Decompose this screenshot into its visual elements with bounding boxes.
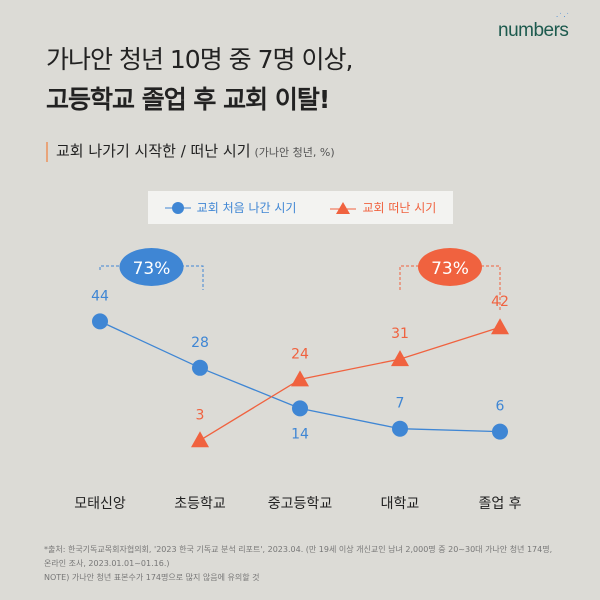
- data-label: 3: [196, 407, 205, 423]
- data-label: 28: [191, 335, 209, 351]
- data-label: 44: [91, 288, 109, 304]
- annotation-bubble: [119, 248, 184, 286]
- data-point-triangle: [291, 370, 309, 387]
- legend-label: 교회 떠난 시기: [362, 201, 437, 215]
- data-label: 6: [496, 399, 505, 415]
- annotation-bracket: [399, 265, 501, 310]
- data-label: 7: [396, 396, 405, 412]
- numbers-logo: numbers ·˙·˙: [498, 12, 571, 41]
- legend-label: 교회 처음 나간 시기: [196, 201, 297, 215]
- subtitle-main: 교회 나가기 시작한 / 떠난 시기: [56, 142, 251, 160]
- circle-marker-icon: [164, 201, 191, 214]
- data-label: 42: [491, 294, 509, 310]
- x-tick-label: 모태신앙: [74, 496, 126, 512]
- data-point-circle: [192, 359, 208, 376]
- x-tick-label: 초등학교: [174, 496, 226, 512]
- data-point-circle: [292, 400, 308, 417]
- data-point-triangle: [491, 318, 509, 335]
- series-line: [199, 326, 501, 441]
- footer-line2: 온라인 조사, 2023.01.01~01.16.): [44, 559, 170, 568]
- footer-source: *출처: 한국기독교목회자협의회, '2023 한국 기독교 분석 리포트', …: [44, 543, 564, 585]
- legend-item-left: 교회 떠난 시기: [330, 199, 436, 216]
- legend-item-first: 교회 처음 나간 시기: [164, 199, 297, 216]
- annotation-label: 73%: [431, 259, 469, 279]
- x-tick-label: 졸업 후: [478, 496, 521, 512]
- data-point-triangle: [191, 431, 209, 448]
- triangle-marker-icon: [330, 201, 357, 214]
- title-line1: 가나안 청년 10명 중 7명 이상,: [46, 45, 353, 74]
- annotation-label: 73%: [133, 259, 171, 279]
- data-label: 14: [291, 426, 309, 442]
- annotation-bubble: [418, 248, 482, 286]
- data-point-circle: [92, 313, 108, 330]
- data-label: 31: [391, 326, 409, 342]
- footer-line1: *출처: 한국기독교목회자협의회, '2023 한국 기독교 분석 리포트', …: [44, 545, 553, 554]
- data-point-circle: [392, 420, 408, 437]
- x-tick-label: 중고등학교: [268, 496, 333, 512]
- data-point-circle: [492, 423, 508, 440]
- footer-line3: NOTE) 가나안 청년 표본수가 174명으로 많지 않음에 유의할 것: [44, 573, 260, 582]
- x-tick-label: 대학교: [381, 496, 420, 512]
- data-label: 24: [291, 346, 309, 362]
- subtitle-note: (가나안 청년, %): [254, 146, 335, 159]
- title-line2: 고등학교 졸업 후 교회 이탈!: [46, 85, 330, 114]
- page-title: 가나안 청년 10명 중 7명 이상, 고등학교 졸업 후 교회 이탈!: [46, 40, 353, 120]
- chart-legend: 교회 처음 나간 시기 교회 떠난 시기: [148, 191, 453, 224]
- data-point-triangle: [391, 350, 409, 367]
- chart-subtitle: 교회 나가기 시작한 / 떠난 시기 (가나안 청년, %): [46, 142, 335, 162]
